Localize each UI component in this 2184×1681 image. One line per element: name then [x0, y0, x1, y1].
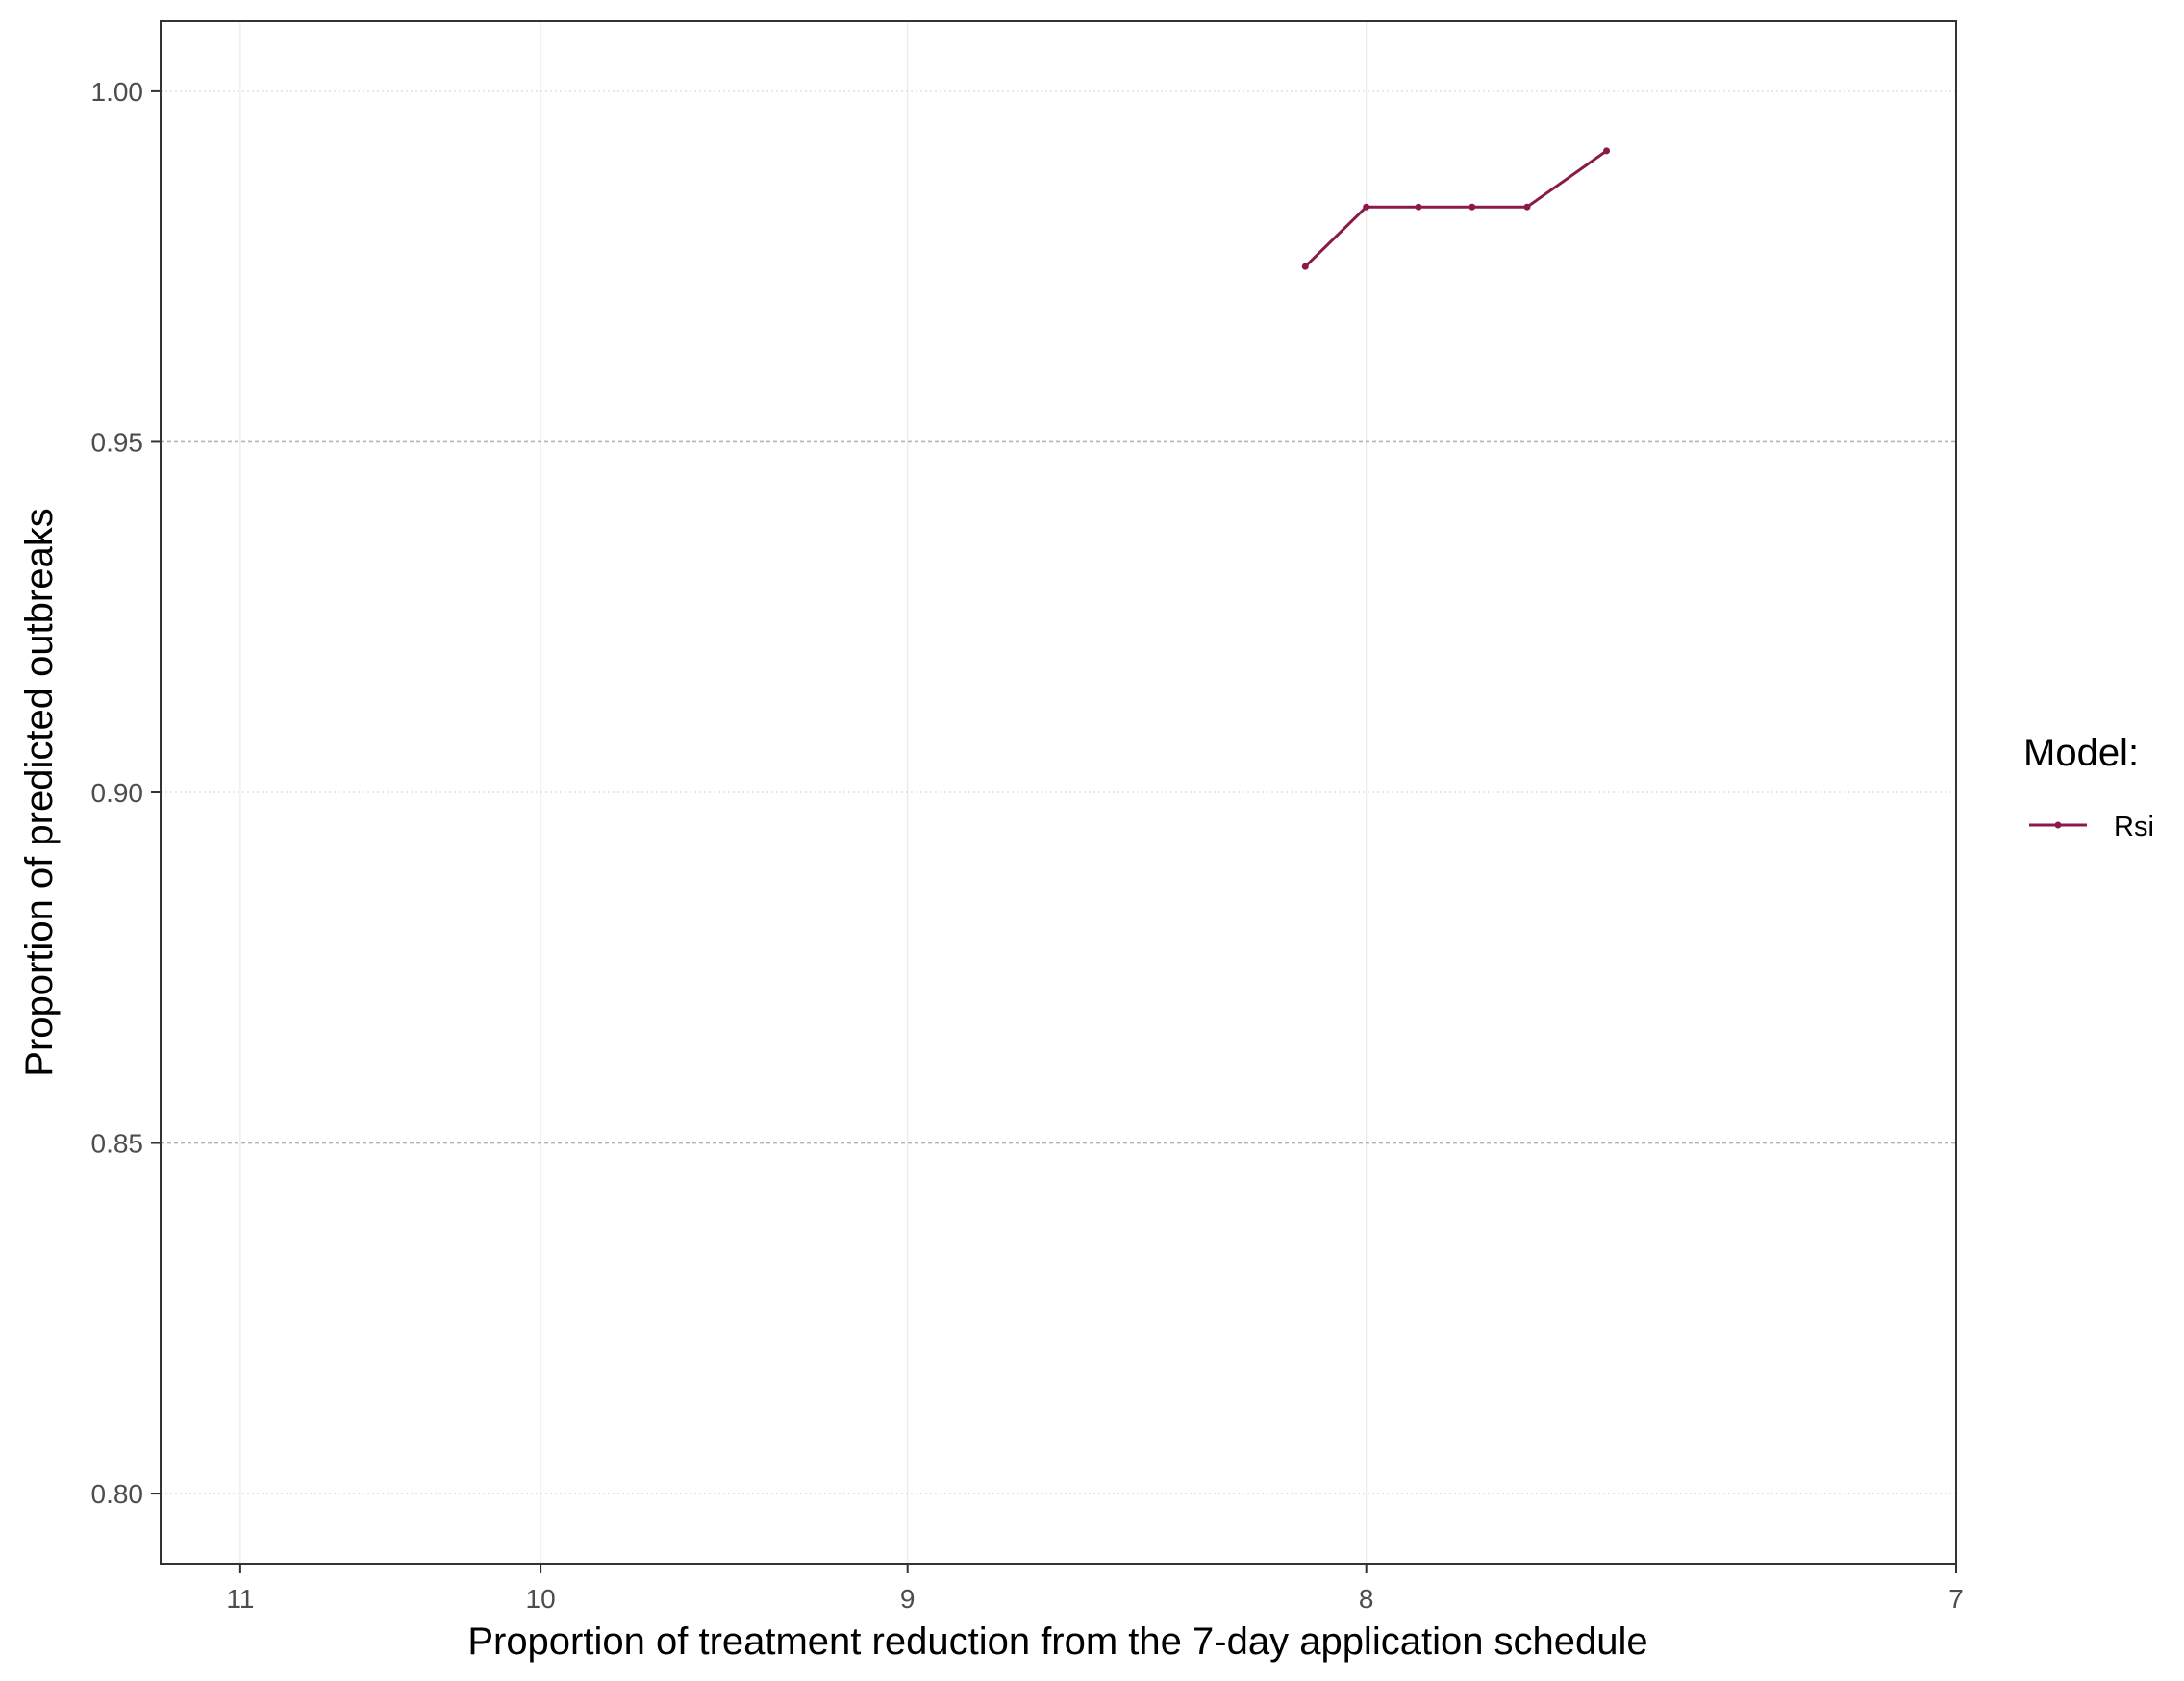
plot-series: [1301, 147, 1611, 270]
y-axis-title: Proportion of predicted outbreaks: [18, 508, 61, 1076]
x-tick-label: 11: [226, 1584, 254, 1614]
x-tick-label: 7: [1948, 1584, 1964, 1614]
x-axis-title: Proportion of treatment reduction from t…: [467, 1620, 1647, 1663]
y-axis: 0.80 0.85 0.90 0.95 1.00: [91, 77, 161, 1509]
x-tick-label: 10: [526, 1584, 556, 1614]
y-tick-label: 0.80: [91, 1479, 144, 1509]
x-axis: 11 10 9 8 7: [226, 1564, 1964, 1614]
data-point: [1523, 203, 1531, 211]
x-tick-label: 8: [1359, 1584, 1374, 1614]
legend-key-point: [2054, 821, 2062, 829]
y-tick-label: 0.95: [91, 427, 144, 457]
x-tick-label: 9: [900, 1584, 916, 1614]
data-point: [1301, 263, 1309, 270]
legend-label-rsi: Rsi: [2114, 812, 2154, 842]
data-point: [1363, 203, 1370, 211]
series-line-rsi: [1304, 149, 1608, 268]
data-point: [1603, 147, 1611, 155]
data-point: [1469, 203, 1476, 211]
y-tick-label: 0.90: [91, 778, 144, 808]
y-tick-label: 1.00: [91, 77, 144, 107]
y-tick-label: 0.85: [91, 1129, 144, 1159]
data-point: [1415, 203, 1422, 211]
legend: Model: Rsi: [2023, 732, 2154, 842]
legend-title: Model:: [2023, 732, 2139, 774]
